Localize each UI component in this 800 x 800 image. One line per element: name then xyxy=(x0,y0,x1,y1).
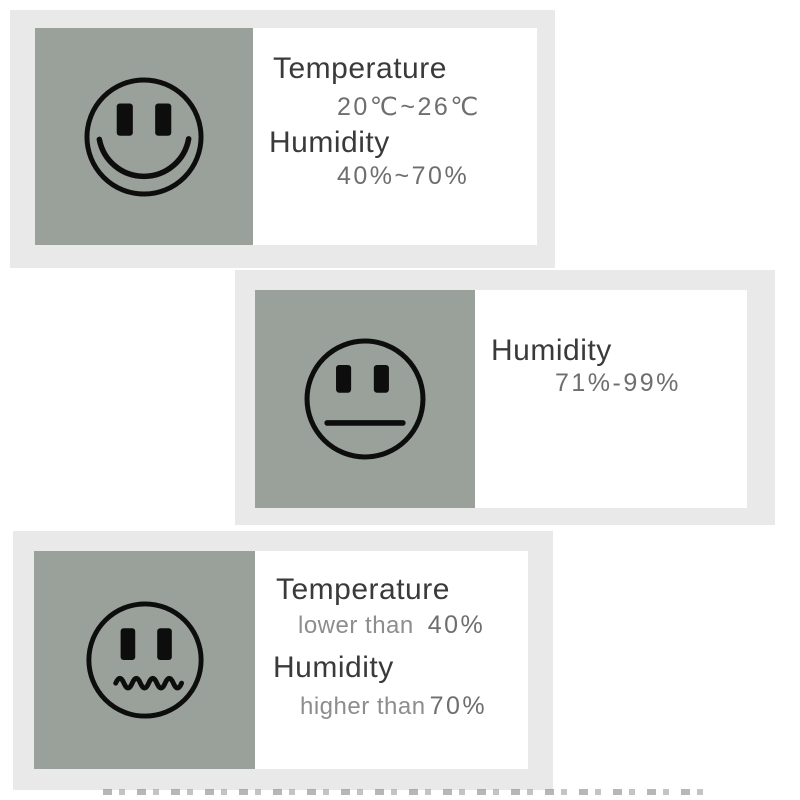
panel-text-area: Temperature 20℃~26℃ Humidity 40%~70% xyxy=(253,28,537,245)
humidity-heading: Humidity xyxy=(269,126,390,159)
panel-uncomfortable: Temperature lower than 40% Humidity high… xyxy=(13,531,553,790)
temperature-heading: Temperature xyxy=(273,52,447,85)
panel-text-area: Humidity 71%-99% xyxy=(475,290,747,508)
humidity-range: 71%-99% xyxy=(555,369,681,397)
humidity-range: 40%~70% xyxy=(337,162,470,190)
panel-text-area: Temperature lower than 40% Humidity high… xyxy=(255,551,528,769)
face-tile xyxy=(35,28,253,245)
face-tile xyxy=(255,290,475,508)
face-tile xyxy=(34,551,255,769)
temperature-threshold: lower than 40% xyxy=(298,611,485,640)
worried-smiley-icon xyxy=(85,601,204,719)
humidity-heading: Humidity xyxy=(491,334,612,367)
happy-smiley-icon xyxy=(84,76,204,197)
temperature-range: 20℃~26℃ xyxy=(337,93,481,121)
humidity-threshold: higher than 70% xyxy=(300,692,487,721)
panel-comfortable: Temperature 20℃~26℃ Humidity 40%~70% xyxy=(10,10,555,268)
humidity-qualifier: higher than xyxy=(300,693,426,720)
humidity-threshold-value: 70% xyxy=(429,692,488,720)
temperature-qualifier: lower than xyxy=(298,612,414,639)
clipped-text-fragment xyxy=(103,789,715,795)
neutral-smiley-icon xyxy=(304,338,426,460)
humidity-heading: Humidity xyxy=(273,651,394,684)
panel-humid: Humidity 71%-99% xyxy=(235,270,775,525)
temperature-threshold-value: 40% xyxy=(427,611,486,639)
temperature-heading: Temperature xyxy=(276,573,450,606)
